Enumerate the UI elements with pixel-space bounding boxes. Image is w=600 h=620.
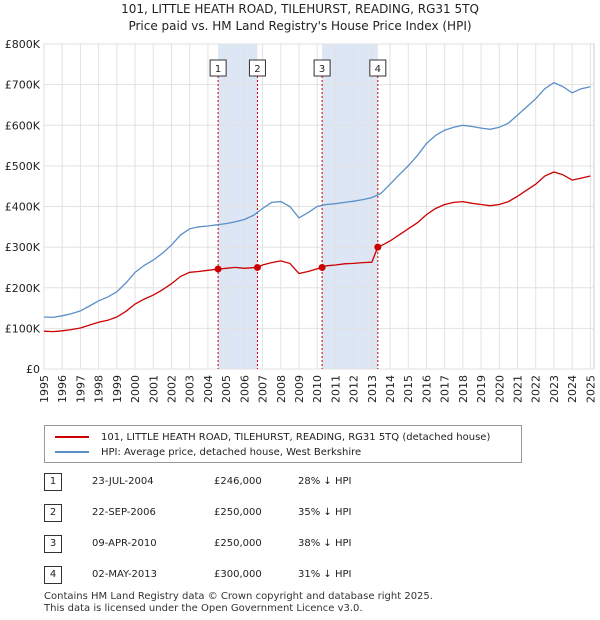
y-tick-label: £600K: [5, 119, 41, 132]
x-tick-label: 2018: [457, 375, 470, 403]
y-tick-label: £200K: [5, 282, 41, 295]
x-tick-label: 1996: [56, 375, 69, 403]
x-tick-label: 2006: [238, 375, 251, 403]
legend-item-hpi: HPI: Average price, detached house, West…: [55, 445, 361, 459]
sale-date: 22-SEP-2006: [92, 507, 156, 518]
sale-row: 2 22-SEP-2006 £250,000 35% ↓ HPI: [44, 504, 444, 522]
x-tick-label: 2009: [293, 375, 306, 403]
y-tick-label: £100K: [5, 322, 41, 335]
x-tick-label: 2023: [548, 375, 561, 403]
sale-row: 3 09-APR-2010 £250,000 38% ↓ HPI: [44, 535, 444, 553]
x-tick-label: 2021: [512, 375, 525, 403]
sale-label-box: 4: [369, 59, 387, 77]
x-tick-label: 2000: [129, 375, 142, 403]
sale-point: [374, 243, 382, 251]
price-chart: £0 £100K £200K £300K £400K £500K £600K £700K £80…: [5, 38, 598, 403]
sale-label-frame: [248, 59, 266, 77]
y-tick-label: £400K: [5, 201, 41, 214]
sale-price: £246,000: [214, 476, 262, 487]
x-tick-label: 2007: [257, 375, 270, 403]
sale-date: 02-MAY-2013: [92, 569, 158, 580]
x-tick-label: 2010: [311, 375, 324, 403]
sale-price: £300,000: [214, 569, 262, 580]
sale-point: [318, 263, 326, 271]
sale-number: 3: [44, 535, 62, 553]
sale-label-text: 2: [254, 64, 260, 75]
x-tick-label: 1997: [74, 375, 87, 403]
sale-price: £250,000: [214, 507, 262, 518]
sale-hpi-diff: 35% ↓ HPI: [298, 507, 352, 518]
legend-item-property: 101, LITTLE HEATH ROAD, TILEHURST, READI…: [55, 430, 490, 444]
footer-licence: This data is licensed under the Open Gov…: [44, 603, 363, 614]
legend-label-hpi: HPI: Average price, detached house, West…: [101, 446, 362, 458]
sale-point: [253, 263, 261, 271]
legend-swatch-property: [55, 436, 89, 438]
sale-number: 2: [44, 504, 62, 522]
legend-label-property: 101, LITTLE HEATH ROAD, TILEHURST, READI…: [101, 431, 491, 443]
x-tick-label: 2015: [402, 375, 415, 403]
sale-label-frame: [313, 59, 331, 77]
y-tick-label: £800K: [5, 38, 41, 51]
x-tick-label: 2024: [566, 375, 579, 403]
chart-legend: 101, LITTLE HEATH ROAD, TILEHURST, READI…: [44, 425, 522, 463]
sale-label-box: 2: [248, 59, 266, 77]
x-tick-label: 2002: [165, 375, 178, 403]
sale-label-frame: [209, 59, 227, 77]
legend-swatch-hpi: [55, 451, 89, 453]
x-tick-label: 2011: [329, 375, 342, 403]
x-tick-label: 2013: [366, 375, 379, 403]
sale-label-text: 1: [215, 64, 221, 75]
x-tick-label: 2004: [202, 375, 215, 403]
sale-label-text: 4: [375, 64, 381, 75]
sale-row: 1 23-JUL-2004 £246,000 28% ↓ HPI: [44, 473, 444, 491]
sale-label-text: 3: [319, 64, 325, 75]
x-tick-label: 1999: [111, 375, 124, 403]
x-tick-label: 2001: [147, 375, 160, 403]
sale-label-frame: [369, 59, 387, 77]
sale-date: 09-APR-2010: [92, 538, 157, 549]
series-line: [43, 81, 591, 319]
x-tick-label: 2025: [584, 375, 597, 403]
sale-hpi-diff: 38% ↓ HPI: [298, 538, 352, 549]
x-tick-label: 1998: [93, 375, 106, 403]
x-tick-label: 1995: [38, 375, 51, 403]
sale-label-box: 3: [313, 59, 331, 77]
y-tick-label: £300K: [5, 241, 41, 254]
x-tick-label: 2008: [275, 375, 288, 403]
footer-copyright: Contains HM Land Registry data © Crown c…: [44, 591, 433, 602]
x-tick-label: 2019: [475, 375, 488, 403]
sale-hpi-diff: 28% ↓ HPI: [298, 476, 352, 487]
sale-label-box: 1: [209, 59, 227, 77]
x-tick-label: 2012: [348, 375, 361, 403]
x-tick-label: 2014: [384, 375, 397, 403]
x-tick-label: 2003: [184, 375, 197, 403]
sale-row: 4 02-MAY-2013 £300,000 31% ↓ HPI: [44, 566, 444, 584]
x-tick-label: 2005: [220, 375, 233, 403]
y-tick-label: £0: [26, 363, 40, 376]
x-tick-label: 2017: [439, 375, 452, 403]
y-tick-label: £700K: [5, 79, 41, 92]
chart-subtitle: Price paid vs. HM Land Registry's House …: [128, 19, 472, 33]
sale-price: £250,000: [214, 538, 262, 549]
x-tick-label: 2020: [493, 375, 506, 403]
y-tick-label: £500K: [5, 160, 41, 173]
sale-date: 23-JUL-2004: [92, 476, 154, 487]
sale-number: 4: [44, 566, 62, 584]
x-tick-label: 2022: [530, 375, 543, 403]
x-tick-label: 2016: [420, 375, 433, 403]
chart-title: 101, LITTLE HEATH ROAD, TILEHURST, READI…: [121, 2, 479, 16]
sale-hpi-diff: 31% ↓ HPI: [298, 569, 352, 580]
sale-number: 1: [44, 473, 62, 491]
sale-point: [214, 265, 222, 273]
